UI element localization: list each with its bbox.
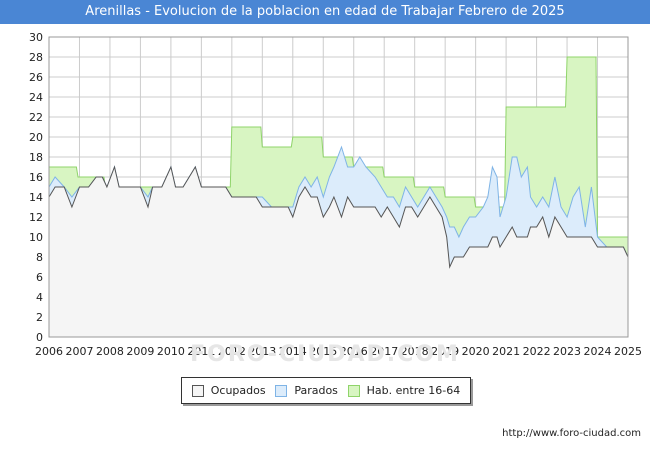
x-tick-label: 2024 [584,345,612,358]
footer-url: http://www.foro-ciudad.com [502,428,641,439]
x-tick-label: 2017 [370,345,398,358]
y-tick-label: 4 [36,291,43,304]
x-tick-label: 2007 [65,345,93,358]
legend-item-parados: Parados [275,384,338,397]
x-tick-label: 2010 [157,345,185,358]
series-layer [48,56,629,337]
x-tick-label: 2016 [340,345,368,358]
x-tick-label: 2009 [126,345,154,358]
x-tick-label: 2015 [309,345,337,358]
y-tick-label: 26 [29,71,43,84]
y-tick-label: 22 [29,111,43,124]
y-tick-label: 6 [36,271,43,284]
legend-label-hab: Hab. entre 16-64 [366,384,461,397]
series-area-ocupados [49,167,628,337]
legend-swatch-hab [347,384,360,397]
y-tick-label: 30 [29,31,43,44]
plot-frame [48,36,629,338]
x-tick-label: 2008 [96,345,124,358]
y-tick-label: 0 [36,331,43,344]
x-tick-label: 2021 [492,345,520,358]
x-tick-label: 2018 [401,345,429,358]
x-tick-label: 2020 [462,345,490,358]
y-tick-label: 14 [29,191,43,204]
x-tick-label: 2011 [187,345,215,358]
y-tick-label: 12 [29,211,43,224]
x-tick-label: 2025 [614,345,642,358]
y-tick-label: 16 [29,171,43,184]
y-tick-label: 24 [29,91,43,104]
x-tick-label: 2006 [35,345,63,358]
legend-item-hab: Hab. entre 16-64 [347,384,461,397]
x-tick-label: 2012 [218,345,246,358]
legend-swatch-parados [275,384,288,397]
y-tick-label: 2 [36,311,43,324]
legend: Ocupados Parados Hab. entre 16-64 [181,377,471,404]
x-tick-label: 2014 [279,345,307,358]
y-tick-label: 10 [29,231,43,244]
x-tick-label: 2013 [248,345,276,358]
y-tick-label: 28 [29,51,43,64]
y-tick-label: 20 [29,131,43,144]
y-tick-label: 18 [29,151,43,164]
legend-swatch-ocupados [191,384,204,397]
watermark: FORO-CIUDAD.COM [190,342,460,367]
x-tick-label: 2023 [553,345,581,358]
series-line-ocupados [48,165,629,269]
x-tick-label: 2019 [431,345,459,358]
x-tick-label: 2022 [523,345,551,358]
legend-item-ocupados: Ocupados [191,384,266,397]
chart-title: Arenillas - Evolucion de la poblacion en… [0,0,650,24]
y-tick-label: 8 [36,251,43,264]
legend-label-parados: Parados [294,384,338,397]
legend-label-ocupados: Ocupados [210,384,266,397]
x-axis-ticks: 2006 2007 2008 2009 2010 2011 2012 2013 2014 2015… [35,345,642,358]
